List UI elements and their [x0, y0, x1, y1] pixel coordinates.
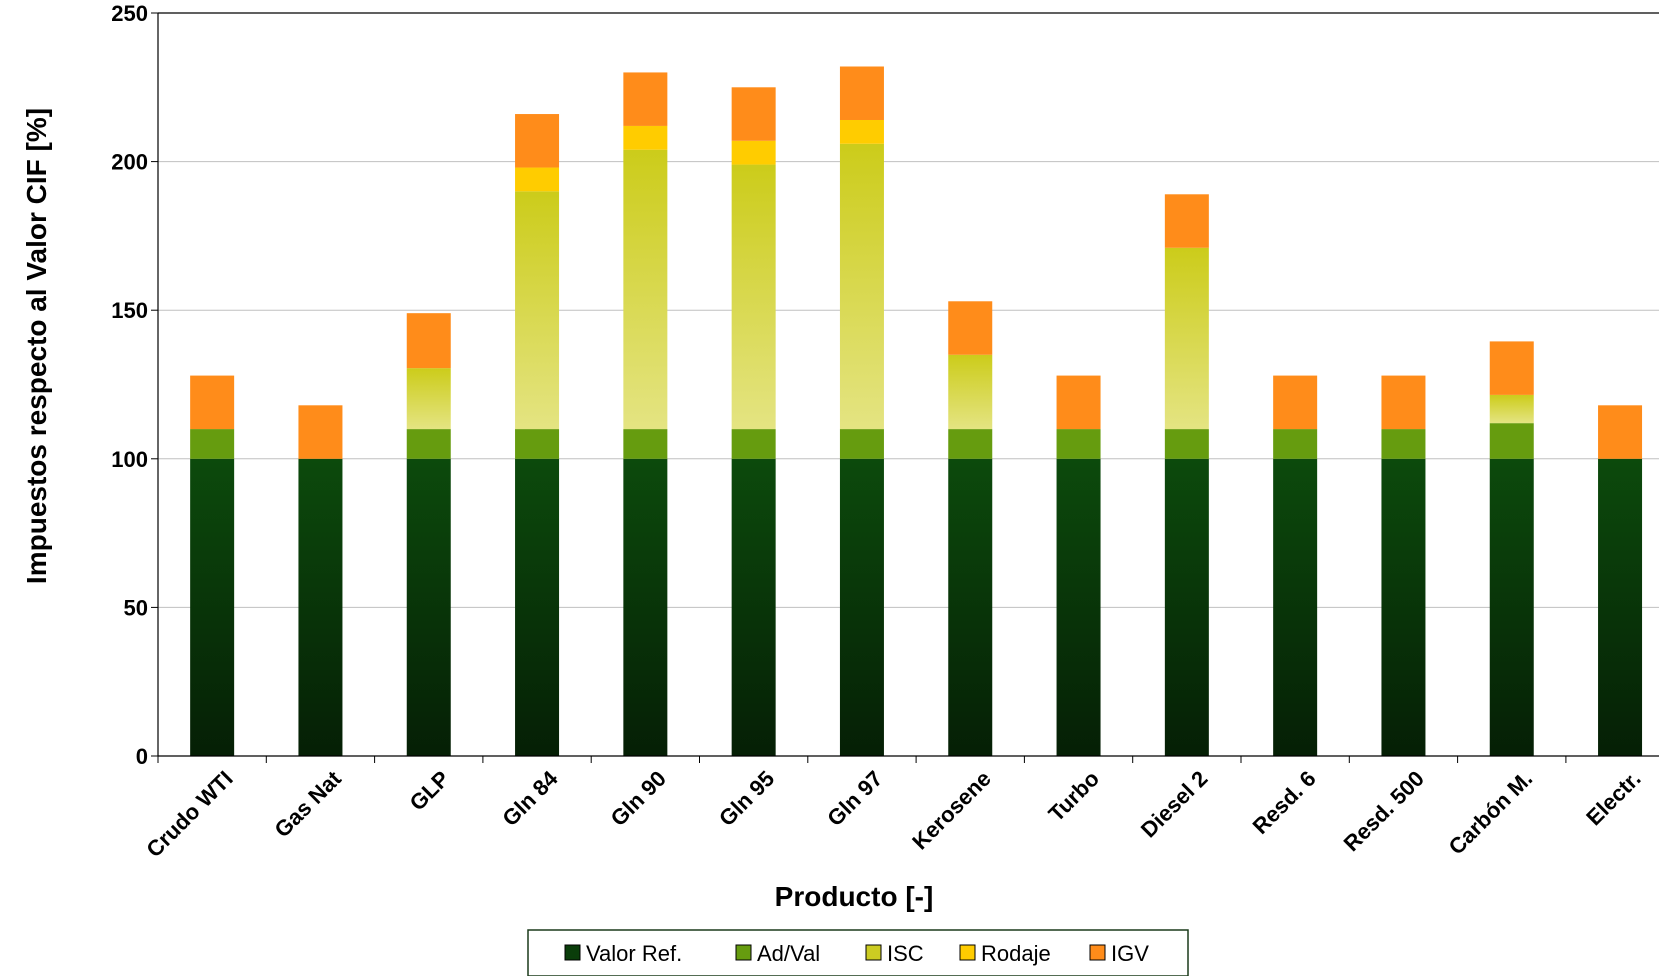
bar-segment-igv	[406, 313, 451, 369]
bar-segment-ad-val	[1056, 429, 1101, 459]
bar-segment-ad-val	[515, 429, 560, 459]
bar-segment-valor-ref	[298, 458, 343, 756]
bar-segment-isc	[1164, 247, 1209, 430]
bar-segment-isc	[1489, 394, 1534, 424]
bar-segment-isc	[406, 368, 451, 430]
bar-segment-valor-ref	[1598, 458, 1643, 756]
bar-segment-ad-val	[1273, 429, 1318, 459]
bar-segment-rodaje	[515, 167, 560, 192]
bar-segment-rodaje	[731, 140, 776, 165]
bar-segment-igv	[515, 114, 560, 168]
legend-label: IGV	[1111, 941, 1149, 966]
x-tick-label: Kerosene	[907, 766, 996, 855]
legend-label: Ad/Val	[757, 941, 820, 966]
bar-segment-igv	[1056, 375, 1101, 430]
bar-segment-valor-ref	[948, 458, 993, 756]
bar-segment-ad-val	[1489, 423, 1534, 459]
x-tick-label: Gln 95	[714, 766, 779, 831]
x-tick-label: Gas Nat	[270, 765, 347, 842]
legend-swatch-ad-val	[735, 944, 752, 961]
x-tick-label: Carbón M.	[1444, 766, 1538, 860]
y-tick-label: 250	[111, 1, 148, 26]
bar-segment-valor-ref	[1273, 458, 1318, 756]
bar-segment-igv	[1164, 194, 1209, 248]
bar-segment-igv	[1273, 375, 1318, 430]
bar-segment-igv	[1598, 405, 1643, 459]
bar-segment-igv	[731, 87, 776, 141]
legend-swatch-igv	[1089, 944, 1106, 961]
bar-segment-valor-ref	[1056, 458, 1101, 756]
bar-segment-valor-ref	[190, 458, 235, 756]
x-tick-label: Resd. 500	[1339, 766, 1429, 856]
bar-segment-ad-val	[406, 429, 451, 459]
axes: 0 50 100 150 200 250 Crudo WTI Gas Nat GLP Gln 84…	[111, 1, 1659, 862]
legend-label: Valor Ref.	[586, 941, 682, 966]
y-tick-label: 150	[111, 298, 148, 323]
y-tick-label: 100	[111, 447, 148, 472]
x-axis-title: Producto [-]	[775, 881, 934, 912]
bar-segment-valor-ref	[515, 458, 560, 756]
x-tick-label: Crudo WTI	[141, 766, 237, 862]
legend-box	[527, 929, 1189, 976]
bar-segment-igv	[839, 66, 884, 120]
x-tick-label: Resd. 6	[1248, 766, 1321, 839]
bar-segment-valor-ref	[623, 458, 668, 756]
bar-segment-valor-ref	[1381, 458, 1426, 756]
legend-swatch-valor-ref	[564, 944, 581, 961]
y-axis-title: Impuestos respecto al Valor CIF [%]	[21, 108, 52, 584]
bar-segment-valor-ref	[731, 458, 776, 756]
x-tick-label: Gln 90	[606, 766, 671, 831]
legend: Valor Ref. Ad/Val ISC Rodaje IGV	[527, 929, 1189, 976]
x-tick-label: Electr.	[1581, 766, 1645, 830]
y-tick-label: 0	[136, 744, 148, 769]
bar-segment-ad-val	[1164, 429, 1209, 459]
bar-segment-isc	[948, 354, 993, 430]
bar-segment-ad-val	[623, 429, 668, 459]
x-tick-label: Gln 84	[497, 765, 563, 831]
y-tick-label: 200	[111, 150, 148, 175]
legend-label: ISC	[887, 941, 924, 966]
bar-segment-ad-val	[839, 429, 884, 459]
bar-segment-isc	[623, 149, 668, 430]
bar-segment-igv	[623, 72, 668, 126]
bar-segment-isc	[515, 191, 560, 430]
bar-segment-valor-ref	[1164, 458, 1209, 756]
bar-segment-igv	[298, 405, 343, 459]
bar-segment-rodaje	[623, 125, 668, 150]
bar-segment-igv	[1381, 375, 1426, 430]
bar-segment-valor-ref	[839, 458, 884, 756]
bar-segment-igv	[190, 375, 235, 430]
bar-segment-valor-ref	[1489, 458, 1534, 756]
bars	[190, 66, 1643, 756]
x-tick-label: Diesel 2	[1136, 766, 1212, 842]
bar-segment-ad-val	[190, 429, 235, 459]
x-tick-label: GLP	[405, 766, 455, 816]
legend-swatch-rodaje	[959, 944, 976, 961]
bar-segment-igv	[1489, 341, 1534, 395]
bar-segment-valor-ref	[406, 458, 451, 756]
bar-segment-ad-val	[948, 429, 993, 459]
gridlines	[158, 12, 1659, 757]
legend-label: Rodaje	[981, 941, 1051, 966]
legend-swatch-isc	[865, 944, 882, 961]
y-tick-label: 50	[124, 595, 148, 620]
bar-segment-ad-val	[731, 429, 776, 459]
bar-segment-rodaje	[839, 119, 884, 144]
x-tick-label: Gln 97	[822, 766, 887, 831]
x-tick-label: Turbo	[1043, 766, 1104, 827]
bar-segment-igv	[948, 301, 993, 355]
bar-segment-isc	[731, 164, 776, 430]
bar-segment-ad-val	[1381, 429, 1426, 459]
bar-segment-isc	[839, 143, 884, 430]
